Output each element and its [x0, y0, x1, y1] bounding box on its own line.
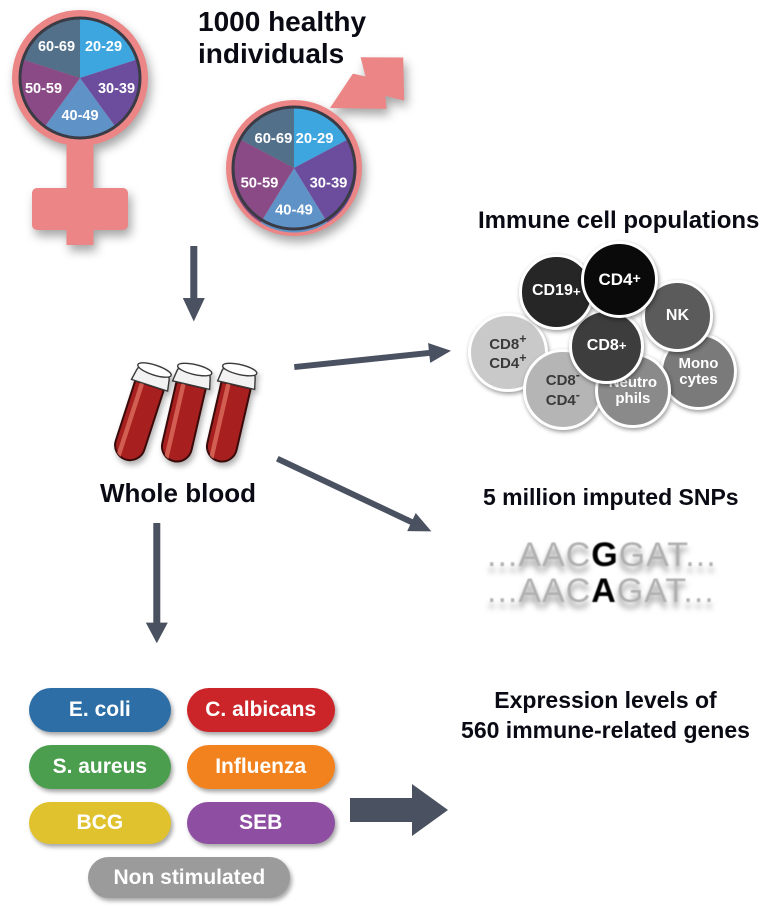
svg-text:30-39: 30-39 — [98, 81, 135, 97]
svg-text:20-29: 20-29 — [296, 131, 334, 147]
svg-text:40-49: 40-49 — [61, 108, 98, 124]
svg-text:40-49: 40-49 — [275, 203, 313, 219]
svg-text:30-39: 30-39 — [310, 176, 348, 192]
svg-text:60-69: 60-69 — [254, 131, 292, 147]
svg-text:50-59: 50-59 — [25, 81, 62, 97]
svg-text:60-69: 60-69 — [38, 39, 75, 55]
svg-text:50-59: 50-59 — [241, 176, 279, 192]
svg-text:20-29: 20-29 — [85, 39, 122, 55]
